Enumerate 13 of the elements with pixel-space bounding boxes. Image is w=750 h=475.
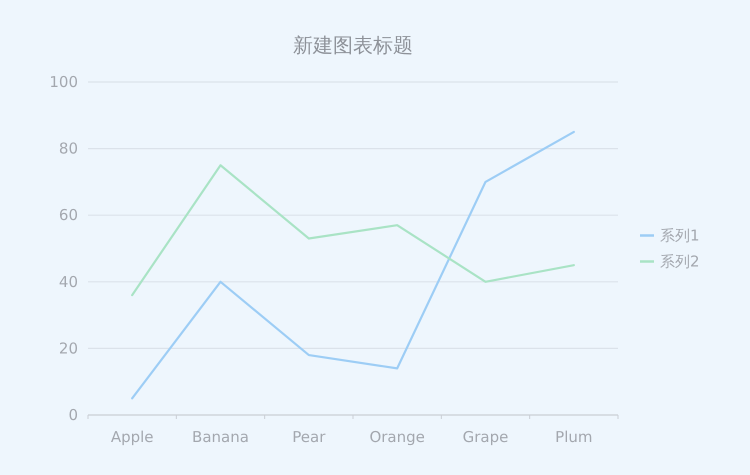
y-tick-label: 0 (68, 406, 78, 424)
x-tick-label: Banana (192, 428, 249, 446)
x-tick-label: Grape (462, 428, 508, 446)
y-tick-label: 40 (58, 272, 78, 291)
x-tick-label: Pear (292, 428, 326, 446)
x-tick-label: Orange (369, 428, 425, 446)
y-tick-label: 80 (58, 140, 78, 158)
y-tick-label: 100 (49, 73, 78, 91)
x-tick-label: Apple (110, 428, 154, 446)
title: 新建图表标题 (293, 33, 413, 57)
x-tick-label: Plum (555, 428, 592, 446)
y-tick-label: 60 (58, 206, 78, 224)
y-tick-label: 20 (58, 339, 78, 358)
